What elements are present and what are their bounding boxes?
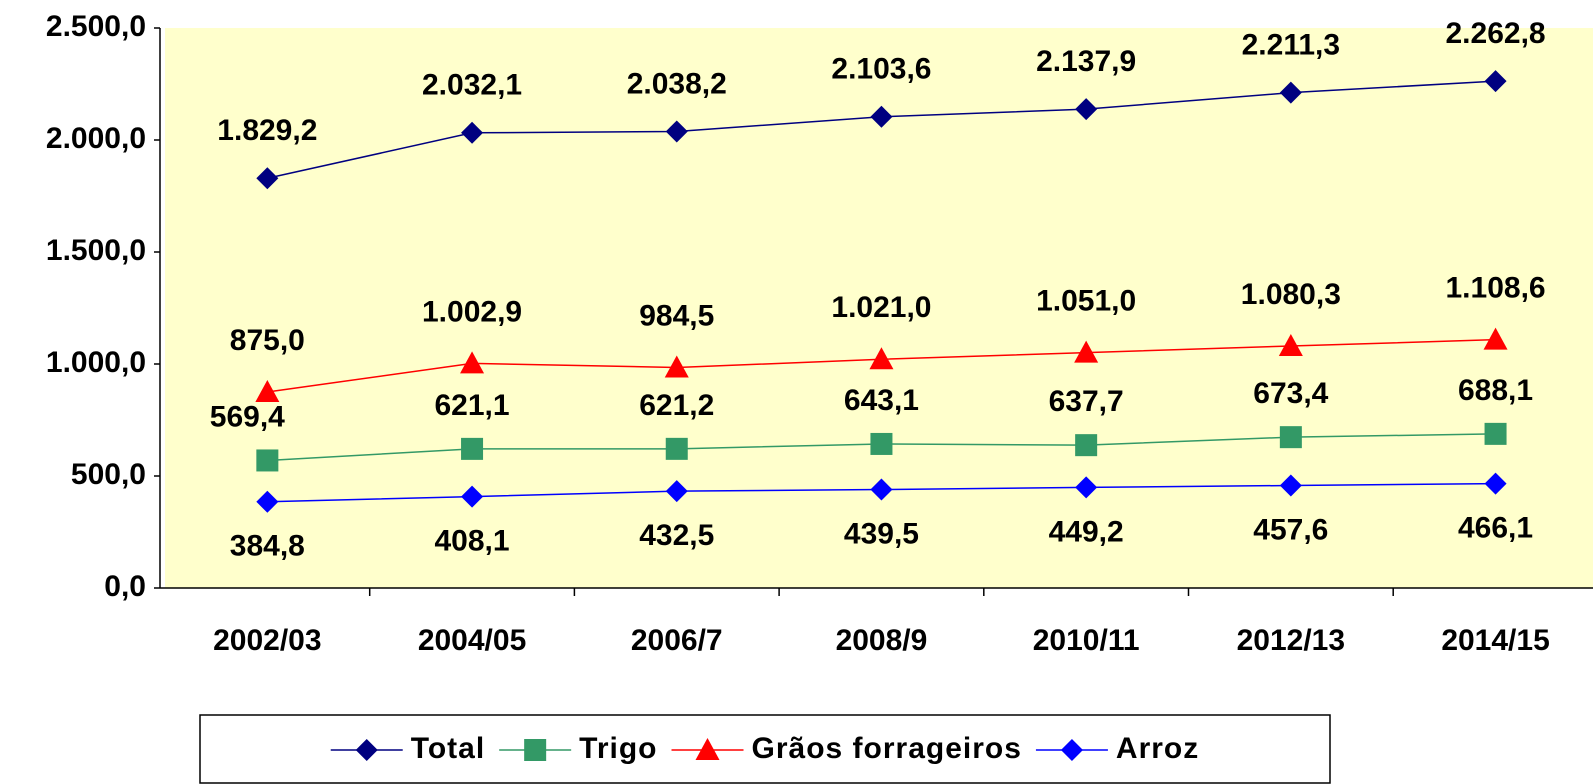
legend-marker (524, 739, 547, 761)
data-label: 439,5 (844, 517, 919, 550)
y-tick-label: 0,0 (104, 570, 146, 603)
point-marker (1075, 476, 1098, 499)
legend-marker (695, 738, 720, 760)
point-marker (1075, 434, 1098, 457)
point-marker (869, 347, 894, 370)
point-marker (256, 167, 279, 190)
data-label: 984,5 (639, 299, 714, 332)
data-label: 643,1 (844, 384, 919, 417)
data-label: 466,1 (1458, 512, 1533, 545)
point-marker (1278, 334, 1303, 357)
point-marker (665, 437, 688, 460)
point-marker (1484, 422, 1507, 445)
data-label: 621,1 (435, 389, 510, 422)
x-tick-label: 2002/03 (213, 624, 321, 657)
data-label: 2.032,1 (422, 69, 522, 102)
legend-marker (355, 739, 378, 761)
data-label: 1.051,0 (1036, 284, 1136, 317)
point-marker (665, 120, 688, 143)
data-label: 2.262,8 (1446, 17, 1546, 50)
data-label: 2.211,3 (1242, 29, 1340, 62)
data-label: 2.137,9 (1036, 45, 1136, 78)
legend-marker (1060, 739, 1083, 761)
x-tick-label: 2014/15 (1441, 624, 1549, 657)
point-marker (665, 480, 688, 503)
x-tick-label: 2010/11 (1033, 624, 1140, 657)
y-tick-label: 500,0 (71, 458, 146, 491)
point-marker (461, 437, 484, 460)
data-label: 673,4 (1253, 377, 1328, 410)
point-marker (870, 105, 893, 128)
data-label: 1.108,6 (1446, 272, 1546, 305)
point-marker (1279, 81, 1302, 104)
point-marker (255, 380, 280, 402)
point-marker (1484, 70, 1507, 93)
y-tick-label: 1.000,0 (46, 346, 146, 379)
point-marker (256, 490, 279, 513)
data-label: 408,1 (435, 525, 510, 558)
point-marker (870, 432, 893, 455)
legend-label: Grãos forrageiros (752, 732, 1022, 765)
x-tick-label: 2008/9 (836, 624, 928, 657)
point-marker (870, 478, 893, 501)
data-label: 1.021,0 (831, 291, 931, 324)
point-marker (461, 485, 484, 508)
data-label: 1.080,3 (1241, 278, 1341, 311)
data-label: 1.002,9 (422, 295, 522, 328)
point-marker (460, 351, 485, 374)
data-label: 875,0 (230, 324, 305, 357)
point-marker (1279, 426, 1302, 449)
legend-label: Arroz (1116, 732, 1199, 765)
point-marker (461, 121, 484, 144)
y-tick-label: 2.500,0 (46, 10, 146, 43)
legend-label: Total (411, 732, 485, 765)
point-marker (1074, 340, 1099, 363)
data-label: 688,1 (1458, 374, 1533, 407)
point-marker (1279, 474, 1302, 497)
data-label: 569,4 (210, 400, 285, 433)
data-label: 432,5 (639, 519, 714, 552)
x-tick-label: 2004/05 (418, 624, 526, 657)
data-label: 2.038,2 (627, 67, 727, 100)
point-marker (1483, 327, 1508, 350)
legend-label: Trigo (579, 732, 657, 765)
data-label: 621,2 (639, 389, 714, 422)
point-marker (256, 449, 279, 472)
point-marker (1075, 98, 1098, 121)
legend-box (199, 714, 1331, 784)
x-tick-label: 2012/13 (1237, 624, 1345, 657)
data-label: 457,6 (1253, 513, 1328, 546)
data-label: 2.103,6 (831, 53, 931, 86)
point-marker (664, 355, 689, 378)
data-label: 637,7 (1049, 385, 1124, 418)
x-tick-label: 2006/7 (631, 624, 723, 657)
y-tick-label: 1.500,0 (46, 234, 146, 267)
y-tick-label: 2.000,0 (46, 122, 146, 155)
data-label: 384,8 (230, 530, 305, 563)
data-label: 1.829,2 (217, 114, 317, 147)
point-marker (1484, 472, 1507, 495)
data-label: 449,2 (1049, 515, 1124, 548)
